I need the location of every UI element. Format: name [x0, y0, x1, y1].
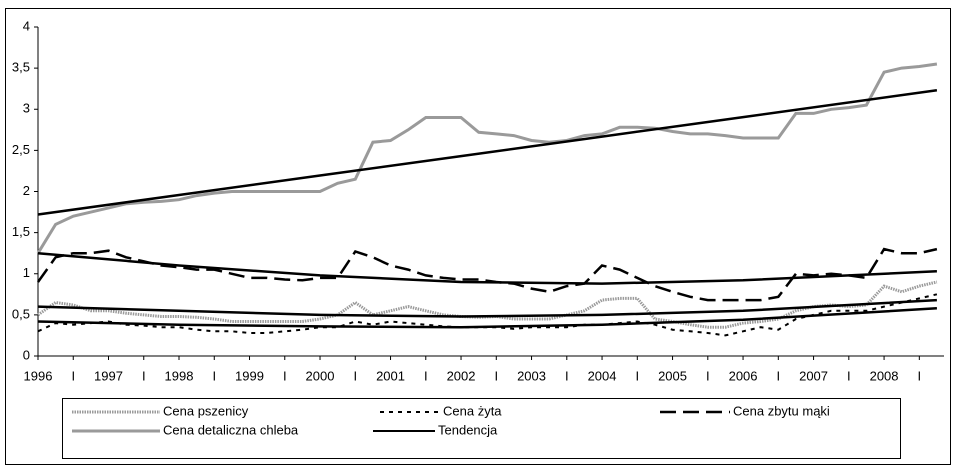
x-tick-label: 1999 [235, 368, 264, 383]
x-tick-label: I [776, 368, 780, 383]
y-tick-label: 1,5 [12, 224, 30, 239]
y-tick-label: 2,5 [12, 142, 30, 157]
x-tick-label: 2004 [588, 368, 617, 383]
x-tick-label: I [918, 368, 922, 383]
x-tick-label: 2005 [658, 368, 687, 383]
trend-line [37, 307, 937, 329]
trend-line [37, 251, 937, 285]
y-tick-label: 0,5 [12, 306, 30, 321]
series-line [37, 293, 938, 337]
legend-label: Tendencja [438, 422, 498, 437]
x-tick-label: 1998 [165, 368, 194, 383]
y-tick-label: 2 [23, 183, 30, 198]
y-tick-label: 4 [23, 18, 30, 33]
x-tick-label: 2001 [376, 368, 405, 383]
x-tick-label: I [847, 368, 851, 383]
x-tick-label: I [706, 368, 710, 383]
trend-line [37, 89, 938, 216]
series-line [36, 62, 938, 254]
trend-line [37, 298, 937, 318]
x-tick-label: I [142, 368, 146, 383]
x-tick-label: I [71, 368, 75, 383]
legend-box [62, 398, 901, 459]
x-tick-label: I [353, 368, 357, 383]
x-tick-label: 2008 [870, 368, 899, 383]
x-tick-label: I [283, 368, 287, 383]
x-tick-label: 2000 [306, 368, 335, 383]
series-line [36, 247, 938, 302]
x-tick-label: 1996 [24, 368, 53, 383]
x-tick-label: 1997 [94, 368, 123, 383]
x-tick-label: 2007 [799, 368, 828, 383]
x-tick-label: I [212, 368, 216, 383]
x-tick-label: 2003 [517, 368, 546, 383]
x-tick-label: I [565, 368, 569, 383]
x-tick-label: I [635, 368, 639, 383]
x-tick-label: 2002 [447, 368, 476, 383]
legend-label: Cena pszenicy [163, 403, 249, 418]
legend-label: Cena żyta [443, 403, 502, 418]
legend-label: Cena detaliczna chleba [163, 422, 299, 437]
y-tick-label: 1 [23, 265, 30, 280]
y-tick-label: 3 [23, 101, 30, 116]
y-tick-label: 3,5 [12, 60, 30, 75]
x-tick-label: I [424, 368, 428, 383]
x-tick-label: 2006 [729, 368, 758, 383]
x-tick-label: I [494, 368, 498, 383]
y-tick-label: 0 [23, 347, 30, 362]
legend-label: Cena zbytu mąki [733, 403, 830, 418]
chart-frame [5, 8, 951, 465]
